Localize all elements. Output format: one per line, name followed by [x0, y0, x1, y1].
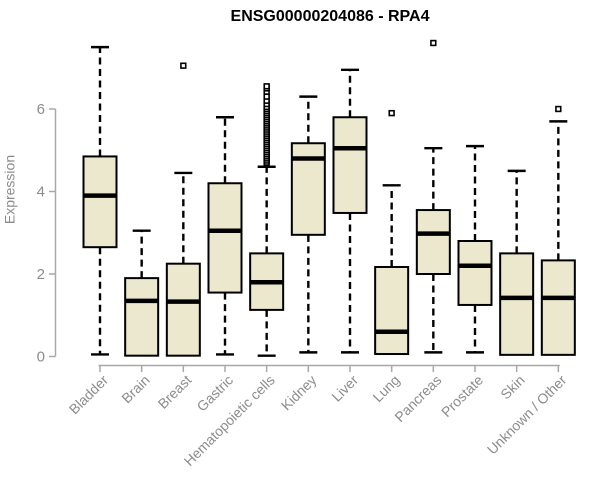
- box-prostate: [457, 240, 493, 306]
- y-tick-label: 4: [37, 184, 45, 201]
- y-tick-label: 0: [37, 349, 45, 366]
- box-skin: [499, 252, 535, 356]
- box-lung: [374, 265, 410, 356]
- box-gastric: [207, 182, 243, 294]
- outlier-point: [430, 39, 437, 47]
- y-tick-label: 6: [37, 101, 45, 118]
- outlier-point: [388, 109, 395, 117]
- outlier-point: [263, 83, 270, 90]
- chart-title: ENSG00000204086 - RPA4: [230, 8, 430, 25]
- x-tick-label: Brain: [118, 372, 152, 406]
- x-tick-label: Prostate: [438, 372, 486, 420]
- box-pancreas: [415, 209, 451, 275]
- box-unknown-other: [540, 259, 576, 356]
- outlier-point: [555, 105, 562, 113]
- box-liver: [332, 116, 368, 214]
- y-tick-label: 2: [37, 266, 45, 283]
- x-tick-label: Kidney: [278, 372, 320, 414]
- x-tick-label: Breast: [155, 372, 195, 412]
- box-brain: [124, 277, 160, 357]
- outlier-point: [180, 62, 187, 69]
- outlier-point: [263, 93, 270, 100]
- x-tick-label: Liver: [328, 372, 361, 405]
- box-bladder: [82, 155, 118, 249]
- x-tick-label: Skin: [497, 372, 528, 403]
- box-breast: [165, 262, 201, 357]
- x-tick-label: Bladder: [66, 372, 112, 418]
- x-tick-label: Unknown / Other: [484, 372, 570, 458]
- x-tick-label: Lung: [369, 372, 402, 405]
